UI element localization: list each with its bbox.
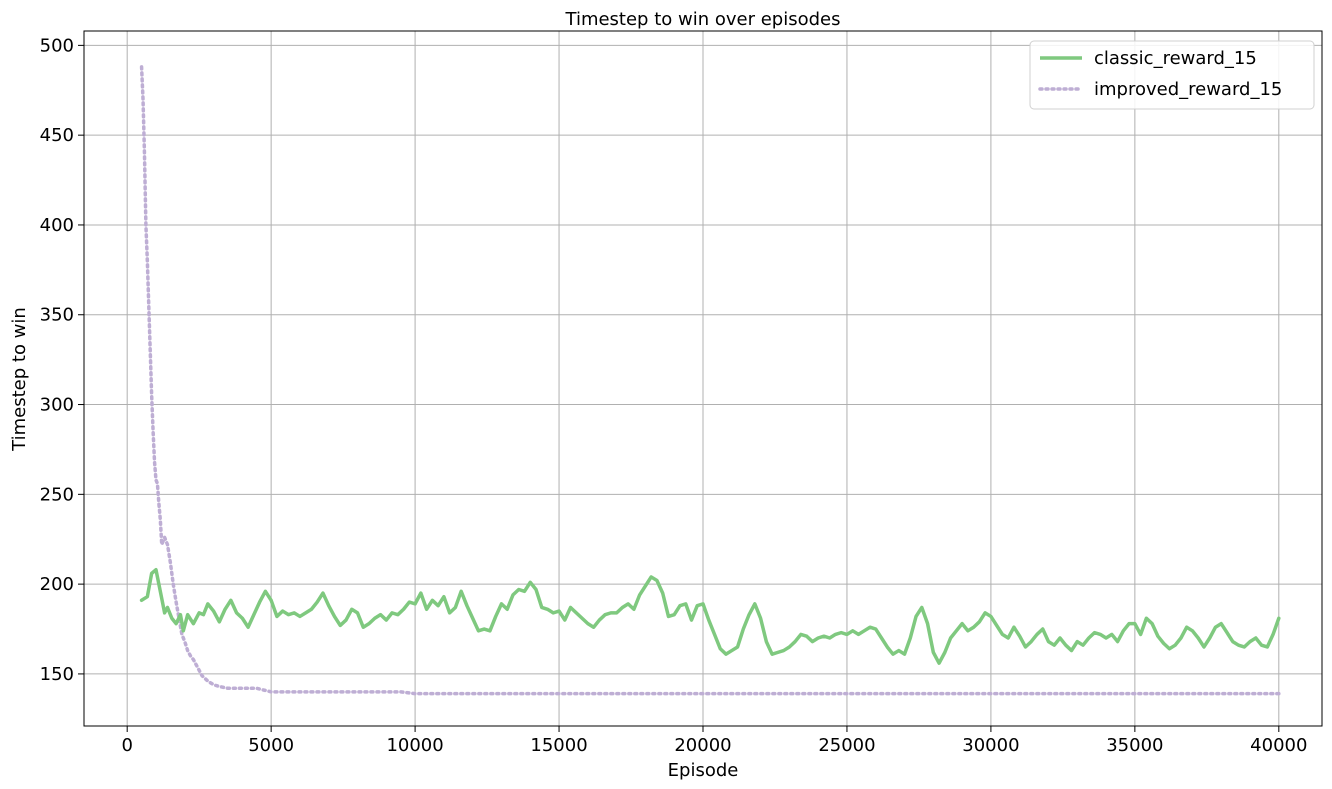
y-tick-label: 200 [40, 574, 74, 595]
y-tick-label: 450 [40, 125, 74, 146]
legend: classic_reward_15 improved_reward_15 [1029, 40, 1315, 110]
y-axis-label: Timestep to win [9, 307, 30, 452]
legend-label-improved-reward-15: improved_reward_15 [1094, 79, 1282, 100]
x-tick-label: 15000 [530, 735, 587, 756]
x-axis-label: Episode [668, 760, 739, 781]
x-tick-label: 0 [121, 735, 132, 756]
grid [84, 31, 1322, 726]
y-tick-label: 500 [40, 35, 74, 56]
chart-title: Timestep to win over episodes [565, 9, 841, 30]
series-lines [139, 65, 1281, 696]
x-tick-label: 40000 [1250, 735, 1307, 756]
y-tick-label: 250 [40, 484, 74, 505]
x-tick-label: 30000 [962, 735, 1019, 756]
y-tick-label: 300 [40, 395, 74, 416]
x-tick-label: 5000 [248, 735, 294, 756]
x-tick-label: 25000 [818, 735, 875, 756]
x-tick-label: 35000 [1106, 735, 1163, 756]
legend-box [1029, 40, 1315, 110]
axis-ticks: 0 5000 10000 15000 20000 25000 30000 35000 40000… [40, 35, 1308, 756]
y-tick-label: 400 [40, 215, 74, 236]
legend-label-classic-reward-15: classic_reward_15 [1094, 48, 1257, 69]
series-line-classic-reward-15 [139, 568, 1281, 665]
y-tick-label: 150 [40, 664, 74, 685]
x-tick-label: 20000 [674, 735, 731, 756]
x-tick-label: 10000 [386, 735, 443, 756]
series-line-improved-reward-15 [139, 65, 1281, 696]
y-tick-label: 350 [40, 305, 74, 326]
